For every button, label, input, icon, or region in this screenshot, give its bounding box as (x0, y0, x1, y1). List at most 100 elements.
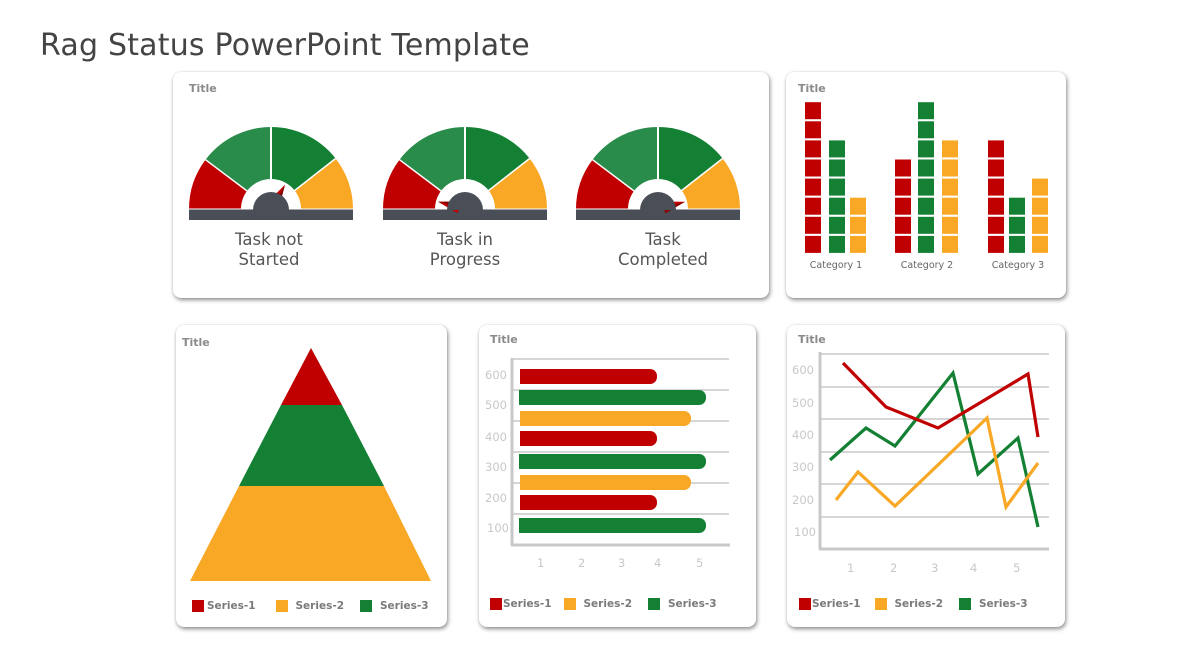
pyramid-chart (190, 348, 431, 581)
card-title: Title (798, 82, 826, 95)
block-red (988, 197, 1004, 215)
block-red (895, 216, 911, 234)
y-tick: 100 (794, 525, 816, 539)
gauges-card: Title (173, 72, 769, 298)
block-green (829, 159, 845, 177)
y-tick: 200 (485, 491, 507, 505)
block-green (918, 178, 934, 196)
block-yellow (942, 216, 958, 234)
y-tick: 500 (485, 398, 507, 412)
block-green (918, 121, 934, 139)
y-tick: 600 (792, 363, 814, 377)
card-title: Title (798, 333, 826, 346)
y-tick: 500 (792, 396, 814, 410)
legend-swatch-green (648, 598, 660, 610)
card-title: Title (189, 82, 217, 95)
block-green (829, 235, 845, 253)
block-green (829, 140, 845, 158)
bar-chart-card: Title 600 500 400 300 200 100 1 2 (479, 325, 756, 627)
block-red (805, 121, 821, 139)
x-tick: 5 (696, 556, 704, 570)
gauges-graphic (188, 126, 741, 221)
block-yellow (850, 235, 866, 253)
block-green (829, 216, 845, 234)
gauge-label-task-completed: Task Completed (618, 230, 708, 269)
bars (519, 369, 706, 533)
legend-item-series-3: Series-3 (959, 598, 1028, 610)
block-green (918, 102, 934, 120)
card-title: Title (182, 336, 210, 349)
block-yellow (942, 178, 958, 196)
x-tick: 4 (654, 556, 662, 570)
legend-item-series-2: Series-2 (275, 600, 344, 612)
legend-item-series-2: Series-2 (874, 598, 943, 610)
x-tick: 1 (847, 561, 855, 575)
legend-swatch-red (799, 598, 811, 610)
y-tick: 400 (792, 428, 814, 442)
block-green (829, 178, 845, 196)
block-red (895, 159, 911, 177)
blocks-chart-card: Title Category 1 Category 2 Category 3 (786, 72, 1066, 298)
block-yellow (1032, 235, 1048, 253)
block-green (1009, 235, 1025, 253)
block-green (918, 140, 934, 158)
category-label: Category 1 (809, 260, 863, 271)
block-yellow (1032, 197, 1048, 215)
y-tick: 200 (792, 493, 814, 507)
block-red (988, 140, 1004, 158)
legend-swatch-green (360, 600, 372, 612)
block-red (895, 235, 911, 253)
pyramid-chart-card: Title Series-1 Series-2 Series-3 (176, 325, 447, 627)
gauge-task-in-progress (382, 126, 548, 221)
block-yellow (850, 216, 866, 234)
block-red (988, 159, 1004, 177)
legend-swatch-yellow (563, 598, 576, 610)
x-tick: 4 (970, 561, 978, 575)
legend-item-series-2: Series-2 (563, 598, 632, 610)
x-tick: 3 (618, 556, 626, 570)
gauge-task-completed (575, 126, 741, 221)
legend-swatch-yellow (275, 600, 288, 612)
block-green (918, 159, 934, 177)
x-tick: 5 (1013, 561, 1021, 575)
y-tick: 300 (792, 460, 814, 474)
legend-item-series-3: Series-3 (648, 598, 717, 610)
bar-chart-legend: Series-1 Series-2 Series-3 (490, 598, 733, 610)
gauge-label-task-not-started: Task not Started (235, 230, 303, 269)
block-yellow (942, 140, 958, 158)
block-red (805, 235, 821, 253)
block-red (988, 178, 1004, 196)
x-tick: 3 (931, 561, 939, 575)
pyramid-legend: Series-1 Series-2 Series-3 (192, 600, 445, 612)
block-red (988, 235, 1004, 253)
y-tick: 400 (485, 430, 507, 444)
block-red (805, 178, 821, 196)
legend-swatch-yellow (874, 598, 887, 610)
block-red (895, 197, 911, 215)
line-chart-card: Title 600 500 400 300 200 100 1 2 3 4 5 … (787, 325, 1065, 627)
line-chart (818, 352, 1049, 551)
block-green (918, 197, 934, 215)
pyramid-tier-series-2 (190, 486, 431, 581)
block-red (805, 216, 821, 234)
line-series-2 (834, 414, 1040, 511)
block-green (1009, 216, 1025, 234)
x-tick: 1 (537, 556, 545, 570)
card-title: Title (490, 333, 518, 346)
line-chart-legend: Series-1 Series-2 Series-3 (799, 598, 1044, 610)
x-tick: 2 (578, 556, 586, 570)
legend-swatch-red (490, 598, 502, 610)
pyramid-tier-series-1 (281, 348, 342, 405)
block-green (1009, 197, 1025, 215)
block-red (805, 159, 821, 177)
bar-chart (510, 358, 730, 547)
category-label: Category 3 (991, 260, 1045, 271)
block-red (988, 216, 1004, 234)
block-yellow (942, 197, 958, 215)
gauge-task-not-started (188, 126, 354, 221)
y-tick: 600 (485, 368, 507, 382)
block-yellow (1032, 216, 1048, 234)
page-title: Rag Status PowerPoint Template (40, 28, 530, 63)
y-tick: 300 (485, 460, 507, 474)
block-green (918, 216, 934, 234)
